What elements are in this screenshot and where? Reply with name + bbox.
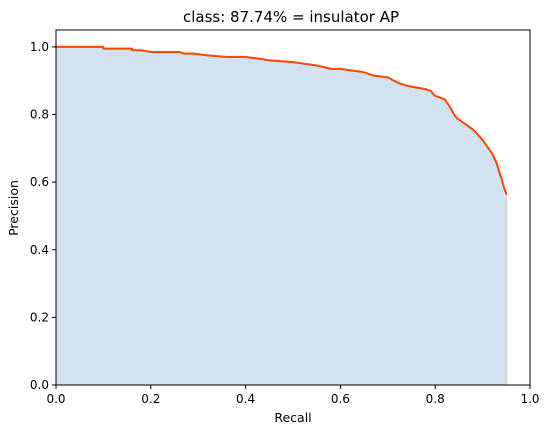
y-tick-label: 0.2 <box>30 310 49 324</box>
x-tick-label: 0.2 <box>141 392 160 406</box>
x-axis: 0.0 0.2 0.4 0.6 0.8 1.0 <box>46 385 540 406</box>
x-tick-label: 1.0 <box>520 392 539 406</box>
plot-area <box>55 45 508 386</box>
x-axis-label: Recall <box>274 410 311 425</box>
x-tick-label: 0.0 <box>46 392 65 406</box>
pr-area-fill <box>56 46 507 386</box>
y-axis-label: Precision <box>6 180 21 236</box>
y-tick-label: 0.4 <box>30 243 49 257</box>
x-tick-label: 0.6 <box>331 392 350 406</box>
y-tick-label: 1.0 <box>30 40 49 54</box>
y-tick-label: 0.0 <box>30 378 49 392</box>
x-tick-label: 0.4 <box>236 392 255 406</box>
pr-curve-line <box>55 45 508 195</box>
y-tick-label: 0.8 <box>30 108 49 122</box>
x-tick-label: 0.8 <box>426 392 445 406</box>
plot-frame <box>55 29 531 386</box>
y-tick-label: 0.6 <box>30 175 49 189</box>
y-axis: 0.0 0.2 0.4 0.6 0.8 1.0 <box>30 40 56 392</box>
chart-title: class: 87.74% = insulator AP <box>183 8 399 26</box>
